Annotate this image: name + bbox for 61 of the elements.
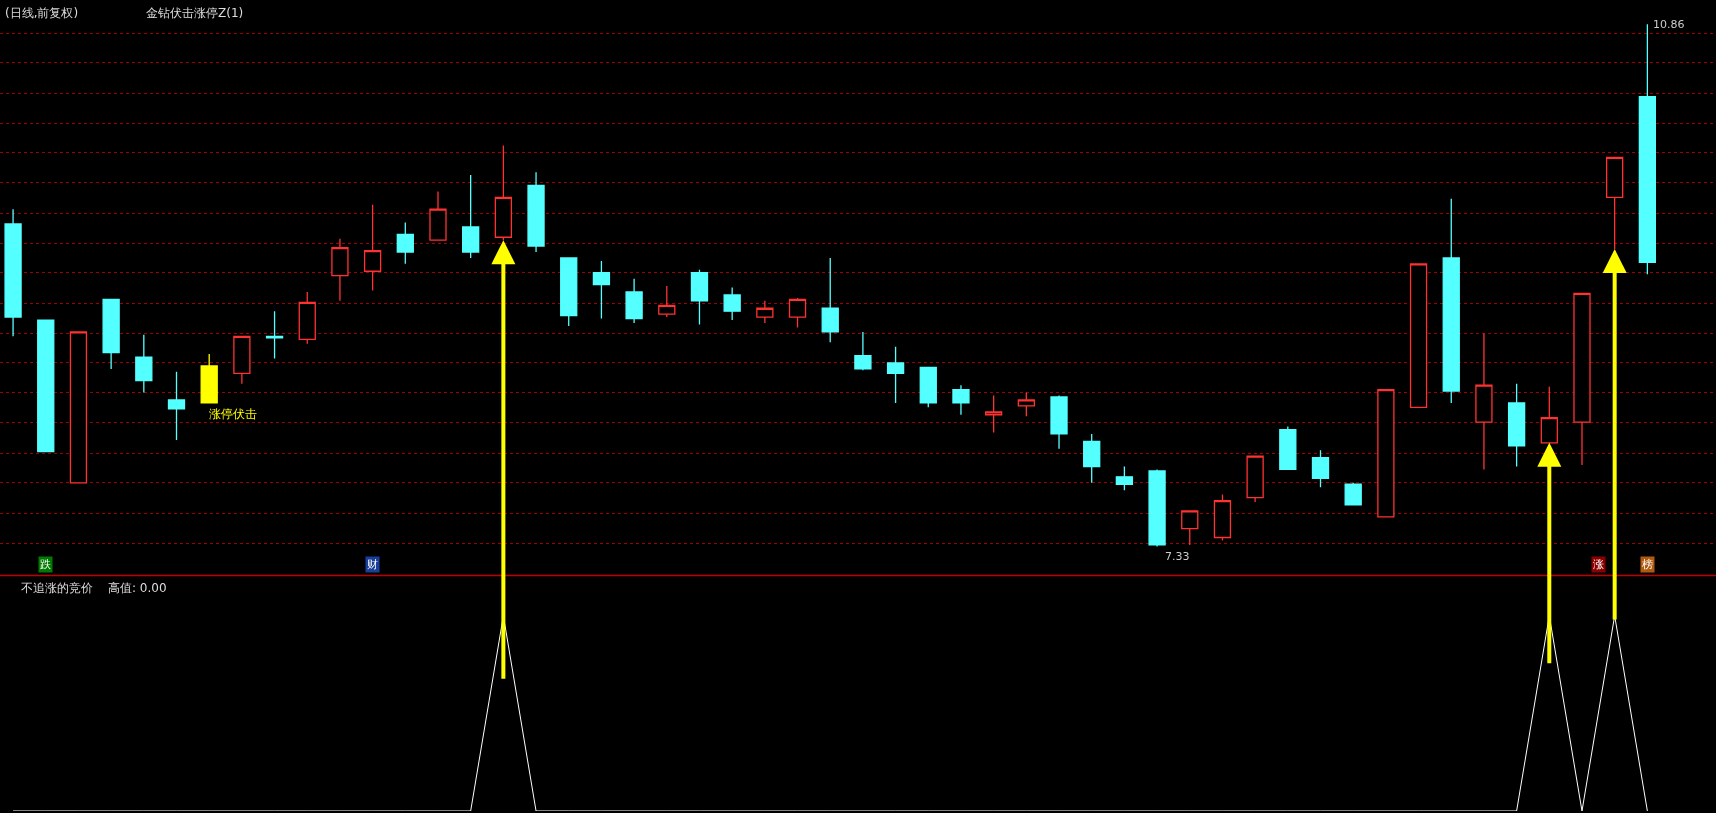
chart-title: (日线,前复权) — [5, 6, 79, 20]
candlestick — [723, 286, 741, 321]
text: 7.33 — [1165, 550, 1190, 563]
candlestick — [1507, 383, 1526, 468]
candlestick — [658, 285, 676, 318]
candlestick — [756, 300, 774, 324]
candlestick — [1442, 198, 1460, 404]
candlestick — [560, 257, 578, 327]
candlestick — [102, 298, 120, 370]
candlestick — [494, 144, 513, 241]
candlestick — [1213, 493, 1232, 542]
candlestick — [1017, 391, 1035, 417]
chart-title: 不追涨的竞价 — [21, 581, 93, 595]
candlestick — [854, 331, 872, 372]
candlestick — [462, 174, 480, 259]
candlestick — [886, 346, 905, 404]
candlestick — [1279, 425, 1297, 471]
candlestick — [1181, 510, 1199, 546]
candlestick — [4, 208, 22, 337]
candlestick — [1148, 468, 1166, 548]
candlestick — [429, 190, 447, 241]
candlestick — [1246, 455, 1264, 503]
candlestick — [233, 335, 251, 385]
candlestick — [135, 334, 153, 394]
candlestick — [1050, 394, 1068, 450]
candlestick — [788, 297, 807, 329]
candlestick — [363, 204, 382, 292]
candlestick — [527, 171, 545, 253]
candlestick — [952, 384, 970, 416]
candlestick — [69, 331, 88, 484]
text: 跌 — [40, 558, 51, 571]
candlestick — [1540, 385, 1558, 444]
candlestick — [1573, 292, 1591, 466]
text: 榜 — [1642, 558, 1653, 571]
candlestick — [1606, 156, 1624, 250]
candlestick — [37, 319, 55, 453]
text: 财 — [367, 558, 378, 571]
chart-subtitle: 高值: 0.00 — [108, 581, 167, 595]
candlestick — [331, 238, 349, 302]
candlestick — [265, 310, 284, 360]
candlestick — [167, 371, 186, 441]
candlestick — [1311, 449, 1330, 488]
chart-subtitle: 金钻伏击涨停Z(1) — [146, 6, 244, 20]
candlestick — [625, 278, 643, 324]
candlestick — [200, 353, 218, 404]
text: 涨 — [1593, 558, 1604, 571]
candlestick — [1409, 263, 1428, 408]
candlestick — [919, 366, 937, 408]
annotation: 涨停伏击 — [209, 407, 257, 421]
candlestick — [984, 394, 1003, 434]
candlestick — [1115, 465, 1134, 491]
candlestick — [690, 269, 709, 326]
candlestick — [1083, 433, 1101, 484]
candlestick — [1377, 388, 1395, 518]
candlestick — [592, 260, 611, 320]
candlestick — [1344, 482, 1362, 506]
candlestick — [298, 291, 316, 345]
candlestick — [1475, 332, 1493, 471]
annotation: 10.86 — [1653, 18, 1685, 31]
candlestick — [396, 221, 414, 265]
candlestick — [821, 257, 839, 343]
